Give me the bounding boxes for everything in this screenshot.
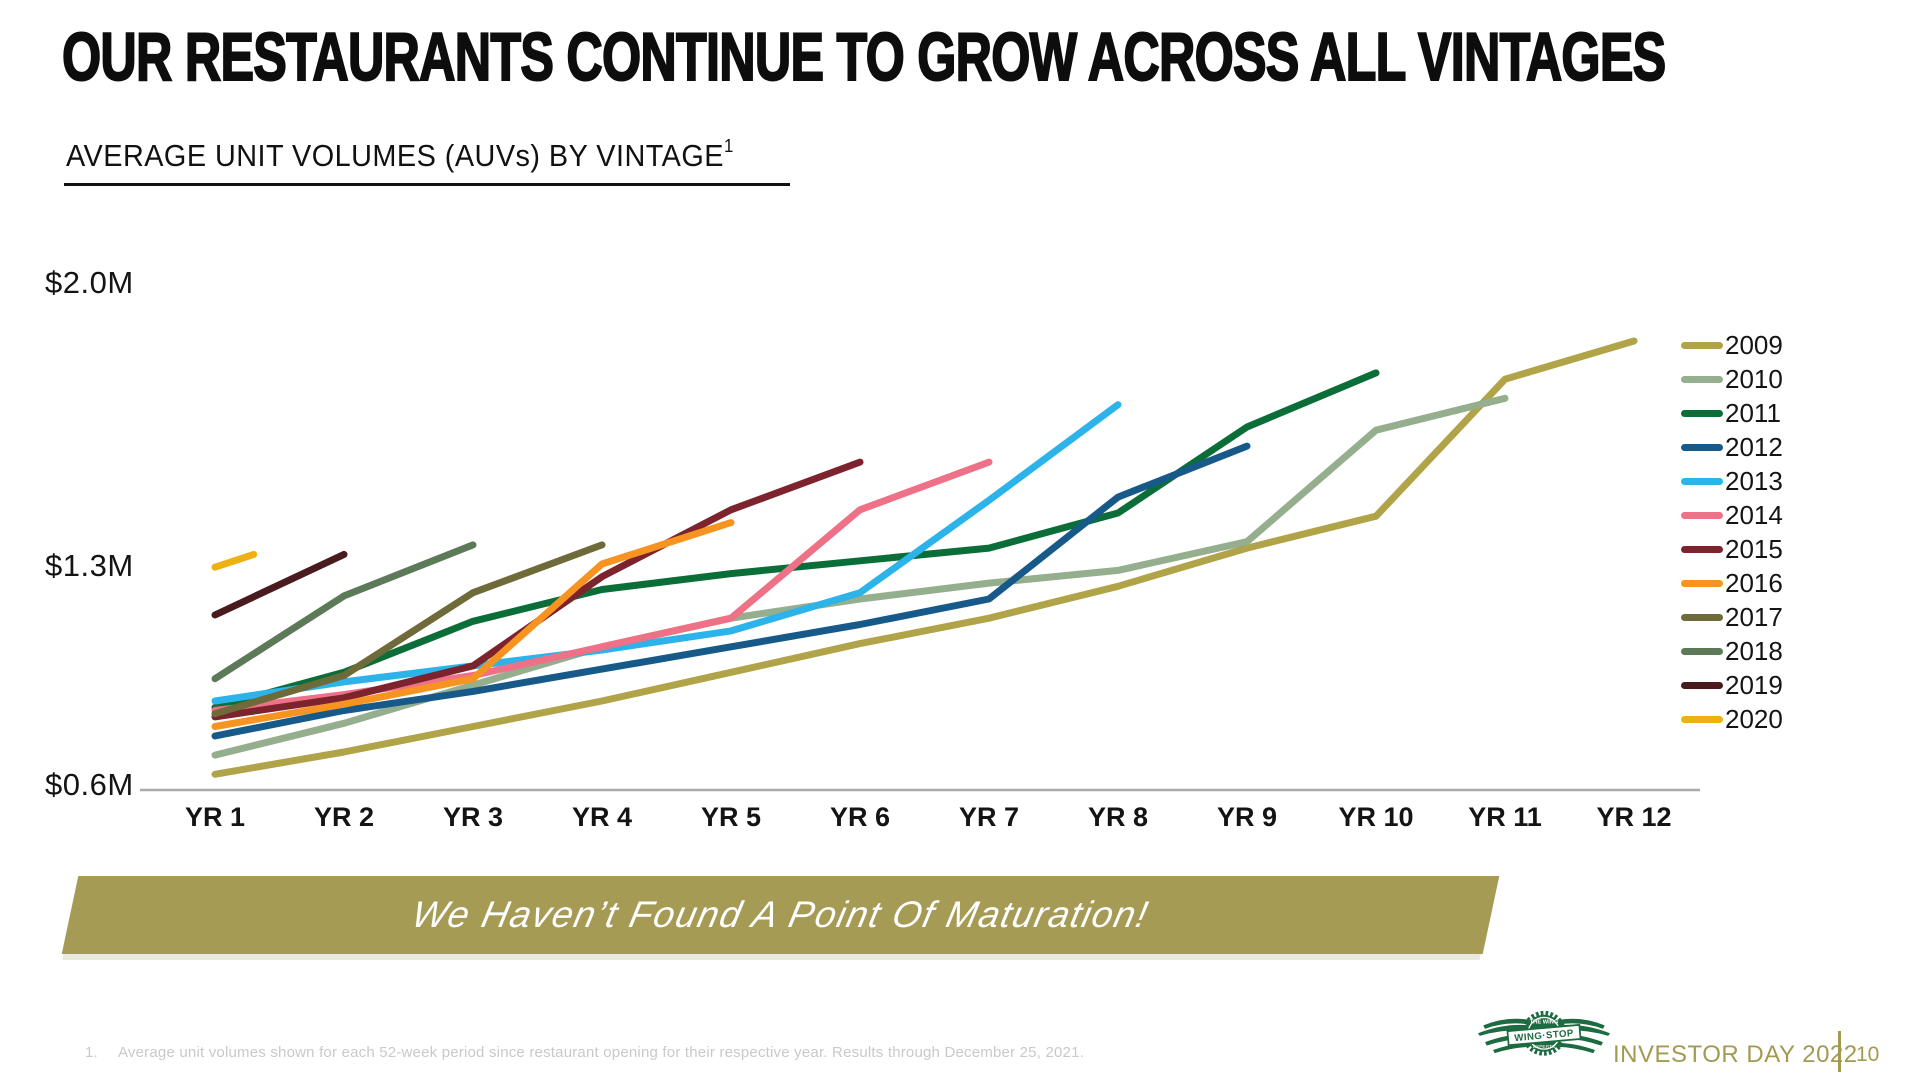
chart-subtitle-text: AVERAGE UNIT VOLUMES (AUVs) BY VINTAGE	[66, 138, 724, 173]
legend-item-2010: 2010	[1681, 362, 1783, 396]
footnote-marker: 1	[723, 136, 734, 156]
footer-brand: INVESTOR DAY 2022	[1613, 1041, 1858, 1068]
legend-label-2020: 2020	[1725, 704, 1783, 734]
wingstop-logo: THE WING EXPERTS WING·STOP	[1478, 1010, 1610, 1056]
x-tick-label-yr10: YR 10	[1338, 802, 1414, 832]
legend-swatch-2013	[1681, 477, 1723, 485]
legend-swatch-2012	[1681, 443, 1723, 451]
legend-label-2018: 2018	[1725, 636, 1783, 666]
page-number: 10	[1856, 1043, 1880, 1066]
x-tick-label-yr5: YR 5	[700, 802, 762, 832]
series-line-2013	[211, 401, 1122, 705]
footnote-text: Average unit volumes shown for each 52-w…	[118, 1044, 1084, 1061]
x-tick-label-yr2: YR 2	[313, 802, 375, 832]
x-tick-label-yr8: YR 8	[1087, 802, 1149, 832]
legend-item-2020: 2020	[1681, 702, 1783, 736]
legend-item-2013: 2013	[1681, 464, 1783, 498]
takeaway-banner-text: We Haven’t Found A Point Of Maturation!	[408, 894, 1153, 935]
x-tick-label-yr3: YR 3	[442, 802, 504, 832]
y-tick-label-0.6: $0.6M	[45, 767, 134, 802]
x-tick-label-yr4: YR 4	[571, 802, 633, 832]
legend-swatch-2020	[1681, 715, 1723, 723]
legend-item-2011: 2011	[1681, 396, 1783, 430]
series-line-2009	[211, 337, 1638, 778]
takeaway-banner: We Haven’t Found A Point Of Maturation!	[61, 876, 1500, 954]
legend-swatch-2017	[1681, 613, 1723, 621]
series-line-2012	[211, 442, 1251, 740]
chart-subtitle: AVERAGE UNIT VOLUMES (AUVs) BY VINTAGE1	[64, 136, 790, 186]
series-line-2019	[211, 550, 348, 619]
legend-label-2013: 2013	[1725, 466, 1783, 496]
legend-label-2016: 2016	[1725, 568, 1783, 598]
series-line-2016	[211, 519, 735, 730]
logo-top-text: THE WING	[1530, 1020, 1559, 1026]
legend-item-2017: 2017	[1681, 600, 1783, 634]
legend-swatch-2011	[1681, 409, 1723, 417]
series-line-2020	[211, 550, 258, 571]
legend-swatch-2015	[1681, 545, 1723, 553]
footer-divider	[1838, 1031, 1841, 1072]
series-line-2018	[211, 541, 477, 683]
chart-legend: 2009 2010 2011 2012 2013 2014 2015 2016 2017 2018…	[1681, 328, 1783, 736]
legend-label-2019: 2019	[1725, 670, 1783, 700]
x-tick-label-yr7: YR 7	[958, 802, 1020, 832]
x-tick-label-yr12: YR 12	[1596, 802, 1672, 832]
legend-swatch-2019	[1681, 681, 1723, 689]
x-tick-label-yr11: YR 11	[1468, 802, 1542, 832]
legend-label-2011: 2011	[1725, 398, 1781, 428]
legend-item-2018: 2018	[1681, 634, 1783, 668]
legend-item-2015: 2015	[1681, 532, 1783, 566]
legend-swatch-2018	[1681, 647, 1723, 655]
x-tick-label-yr9: YR 9	[1216, 802, 1278, 832]
page-title-text: OUR RESTAURANTS CONTINUE TO GROW ACROSS …	[61, 19, 1667, 95]
legend-swatch-2010	[1681, 375, 1723, 383]
legend-item-2016: 2016	[1681, 566, 1783, 600]
legend-label-2015: 2015	[1725, 534, 1783, 564]
footnote-number: 1.	[85, 1044, 98, 1061]
x-tick-label-yr6: YR 6	[829, 802, 891, 832]
legend-swatch-2009	[1681, 341, 1723, 349]
y-tick-label-2.0: $2.0M	[45, 265, 134, 300]
legend-item-2019: 2019	[1681, 668, 1783, 702]
legend-item-2014: 2014	[1681, 498, 1783, 532]
legend-item-2009: 2009	[1681, 328, 1783, 362]
legend-label-2009: 2009	[1725, 330, 1783, 360]
page-title: OUR RESTAURANTS CONTINUE TO GROW ACROSS …	[61, 19, 1920, 95]
legend-label-2014: 2014	[1725, 500, 1783, 530]
legend-swatch-2016	[1681, 579, 1723, 587]
legend-label-2017: 2017	[1725, 602, 1783, 632]
legend-label-2012: 2012	[1725, 432, 1783, 462]
legend-label-2010: 2010	[1725, 364, 1783, 394]
logo-bottom-text: EXPERTS	[1533, 1044, 1555, 1050]
series-line-2017	[211, 541, 606, 718]
y-tick-label-1.3: $1.3M	[45, 548, 134, 583]
logo-wordmark: WING·STOP	[1514, 1028, 1575, 1044]
legend-item-2012: 2012	[1681, 430, 1783, 464]
x-tick-label-yr1: YR 1	[184, 802, 246, 832]
legend-swatch-2014	[1681, 511, 1723, 519]
